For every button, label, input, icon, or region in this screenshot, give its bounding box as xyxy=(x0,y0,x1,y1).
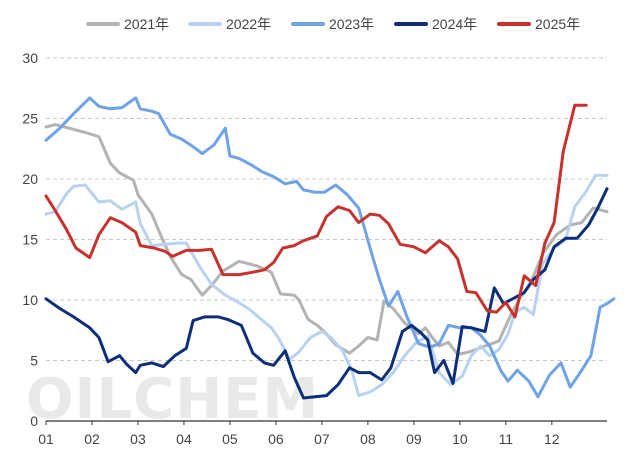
y-tick-label: 15 xyxy=(22,232,38,248)
x-tick-label: 04 xyxy=(176,431,192,447)
watermark-text: OILCHEM xyxy=(26,367,319,432)
x-tick-label: 06 xyxy=(268,431,284,447)
y-tick-label: 25 xyxy=(22,111,38,127)
legend-label-1: 2021年 xyxy=(124,16,169,32)
legend: 2021年 2022年 2023年 2024年 2025年 xyxy=(86,16,580,32)
x-tick-label: 07 xyxy=(314,431,330,447)
legend-label-3: 2023年 xyxy=(329,16,374,32)
x-tick-label: 09 xyxy=(406,431,422,447)
x-tick-label: 08 xyxy=(360,431,376,447)
x-tick-label: 03 xyxy=(130,431,146,447)
x-axis-ticks: 01 02 03 04 05 06 07 08 09 10 11 12 xyxy=(38,421,560,447)
legend-label-2: 2022年 xyxy=(226,16,271,32)
grid-lines xyxy=(46,57,607,361)
y-tick-label: 0 xyxy=(30,413,38,429)
x-tick-label: 02 xyxy=(84,431,100,447)
x-tick-label: 10 xyxy=(452,431,468,447)
y-tick-label: 5 xyxy=(30,353,38,369)
series-lines xyxy=(44,96,616,400)
y-tick-label: 20 xyxy=(22,171,38,187)
x-tick-label: 01 xyxy=(38,431,54,447)
legend-label-5: 2025年 xyxy=(535,16,580,32)
legend-label-4: 2024年 xyxy=(432,16,477,32)
series-line-3 xyxy=(44,96,616,399)
y-tick-label: 10 xyxy=(22,292,38,308)
y-axis-ticks: 0 5 10 15 20 25 30 xyxy=(22,50,38,429)
x-tick-label: 12 xyxy=(544,431,560,447)
y-tick-label: 30 xyxy=(22,50,38,66)
x-tick-label: 11 xyxy=(499,431,514,447)
x-tick-label: 05 xyxy=(222,431,238,447)
series-line-5 xyxy=(44,103,588,319)
series-line-4 xyxy=(44,187,609,400)
